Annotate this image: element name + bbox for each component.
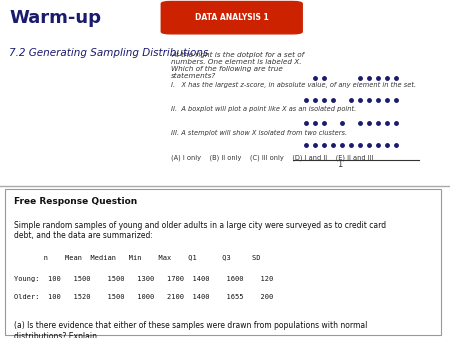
Text: Older:  100   1520    1500   1000   2100  1400    1655    200: Older: 100 1520 1500 1000 2100 1400 1655…	[14, 294, 273, 300]
Text: I.   X has the largest z-score, in absolute value, of any element in the set.: I. X has the largest z-score, in absolut…	[171, 82, 416, 88]
Text: III. A stemplot will show X isolated from two clusters.: III. A stemplot will show X isolated fro…	[171, 130, 347, 136]
Text: (a) Is there evidence that either of these samples were drawn from populations w: (a) Is there evidence that either of the…	[14, 321, 367, 338]
Text: Simple random samples of young and older adults in a large city were surveyed as: Simple random samples of young and older…	[14, 221, 386, 240]
Text: n    Mean  Median   Min    Max    Q1      Q3     SD: n Mean Median Min Max Q1 Q3 SD	[14, 254, 260, 260]
Text: Warm-up: Warm-up	[9, 9, 101, 27]
Text: (A) I only    (B) II only    (C) III only    (D) I and II    (E) II and III: (A) I only (B) II only (C) III only (D) …	[171, 154, 374, 161]
Text: Free Response Question: Free Response Question	[14, 197, 137, 206]
Text: II.  A boxplot will plot a point like X as an isolated point.: II. A boxplot will plot a point like X a…	[171, 106, 356, 112]
Text: 1: 1	[337, 160, 342, 169]
Text: Young:  100   1500    1500   1300   1700  1400    1600    120: Young: 100 1500 1500 1300 1700 1400 1600…	[14, 276, 273, 282]
Text: 7.2 Generating Sampling Distributions: 7.2 Generating Sampling Distributions	[9, 48, 208, 58]
Text: At the right is the dotplot for a set of
numbers. One element is labeled X.
Whic: At the right is the dotplot for a set of…	[171, 52, 304, 79]
